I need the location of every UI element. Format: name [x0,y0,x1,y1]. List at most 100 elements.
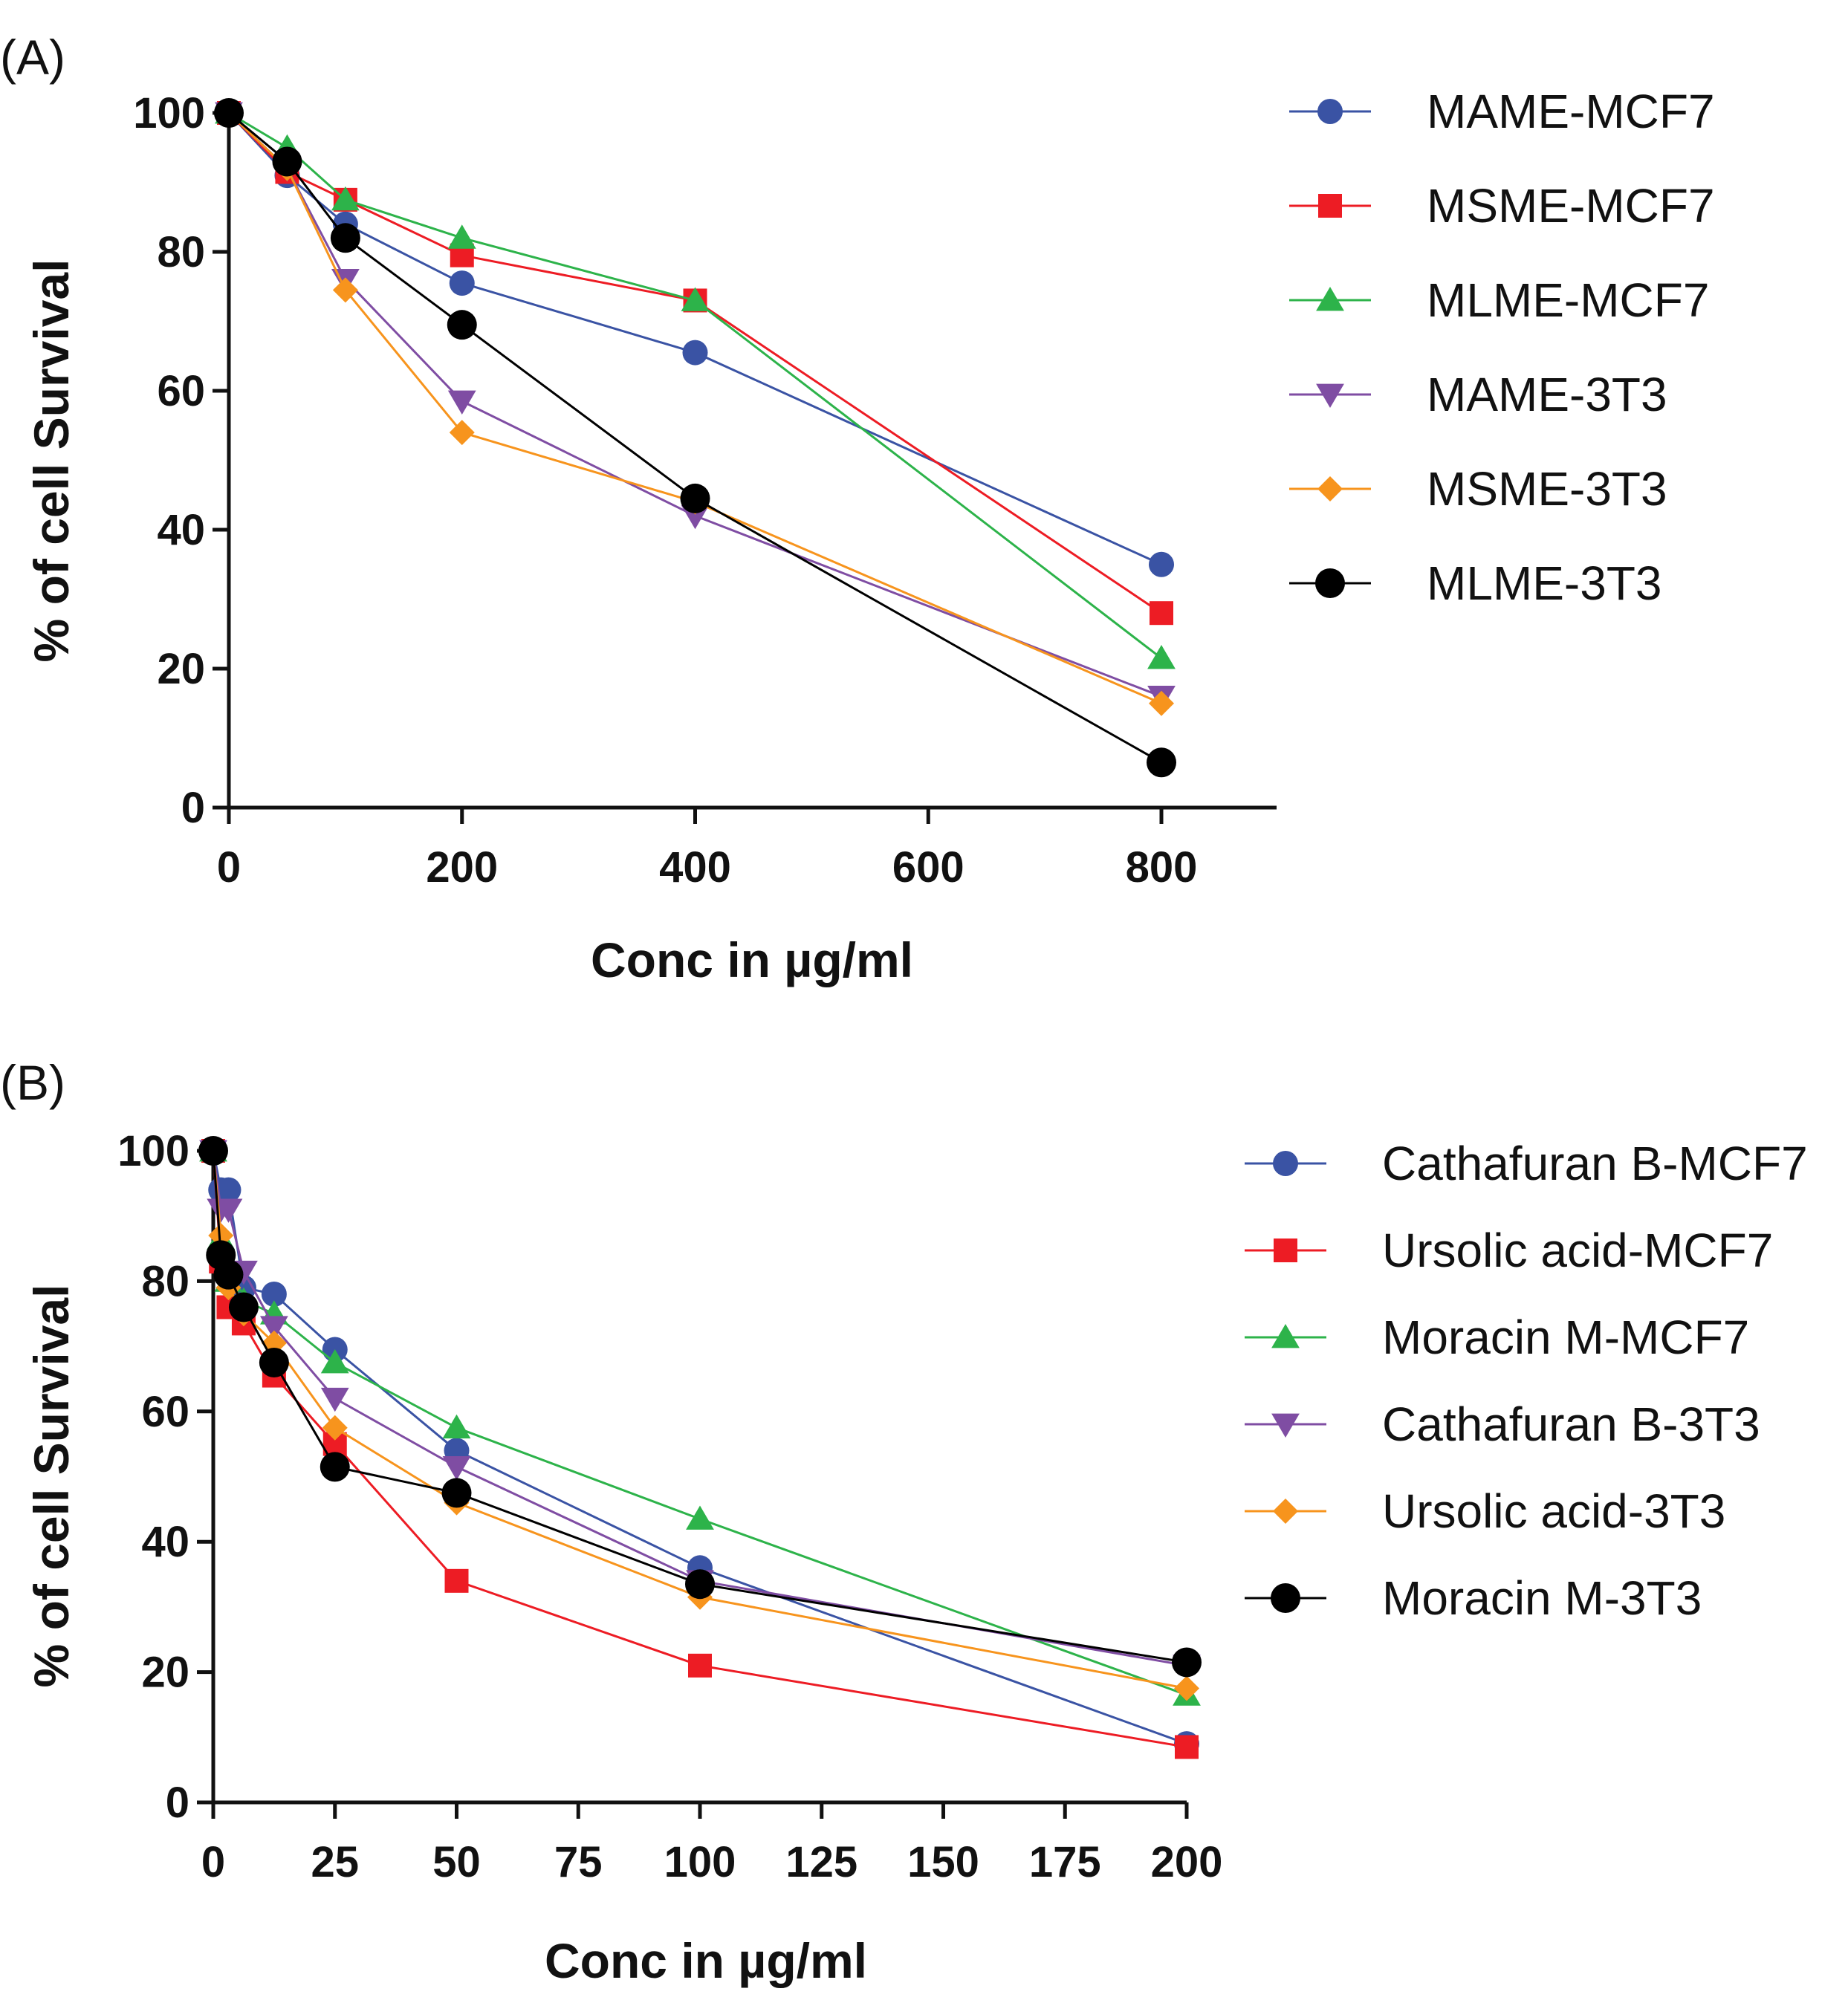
data-point-moracin-m-3t3 [441,1478,472,1508]
panel-a-series [214,98,1176,778]
data-point-moracin-m-3t3 [198,1136,228,1166]
legend-label: Cathafuran B-MCF7 [1382,1137,1808,1190]
panel-b-y-axis-title: % of cell Survival [24,1285,79,1688]
panel-b-series-moracin-m-3t3 [198,1136,1202,1678]
legend-marker [1271,1583,1300,1613]
data-point-mlme-mcf7 [1147,644,1176,669]
legend-marker [1316,383,1344,408]
legend-label: Cathafuran B-3T3 [1382,1397,1760,1451]
legend-item-ursolic-acid-mcf7: Ursolic acid-MCF7 [1245,1224,1773,1277]
data-point-moracin-m-mcf7 [320,1349,349,1374]
data-point-moracin-m-3t3 [685,1569,715,1600]
panel-b-legend: Cathafuran B-MCF7 Ursolic acid-MCF7 Moraci… [1245,1137,1808,1625]
panel-b-x-tick-label: 150 [907,1838,979,1886]
panel-a-x-tick-label: 600 [892,843,964,892]
data-point-mlme-3t3 [214,98,244,128]
data-point-msme-3t3 [1149,690,1174,716]
panel-a-legend: MAME-MCF7 MSME-MCF7 MLME-MCF7 MAME-3T3 MSME-… [1289,85,1715,610]
legend-item-mame-3t3: MAME-3T3 [1289,368,1667,421]
data-point-ursolic-acid-3t3 [322,1415,348,1441]
legend-label: MLME-3T3 [1427,556,1662,610]
panel-b-x-tick-label: 175 [1029,1838,1101,1886]
panel-a-x-tick-label: 200 [426,843,498,892]
panel-b-series [198,1136,1202,1759]
legend-marker [1315,568,1345,598]
legend-item-cathafuran-b-mcf7: Cathafuran B-MCF7 [1245,1137,1808,1190]
panel-a-x-tick-label: 800 [1126,843,1198,892]
legend-label: Ursolic acid-3T3 [1382,1484,1725,1538]
data-point-mlme-mcf7 [447,224,476,249]
data-point-cathafuran-b-3t3 [259,1316,288,1340]
panel-b-x-tick-label: 50 [432,1838,481,1886]
data-point-mame-mcf7 [682,340,708,366]
legend-label: MSME-3T3 [1427,462,1667,516]
panel-a-y-tick-label: 80 [157,228,205,276]
panel-a-y-tick-label: 60 [157,367,205,415]
data-point-mame-mcf7 [1149,551,1174,577]
data-point-moracin-m-mcf7 [442,1414,471,1439]
legend-item-msme-3t3: MSME-3T3 [1289,462,1667,516]
legend-label: Ursolic acid-MCF7 [1382,1224,1773,1277]
panel-b-y-tick-label: 60 [141,1388,189,1436]
panel-a-y-tick-label: 20 [157,645,205,693]
data-point-mlme-3t3 [680,483,710,513]
panel-b-series-moracin-m-mcf7 [199,1137,1201,1706]
panel-a-y-axis-title: % of cell Survival [24,259,79,663]
panel-b-y-tick-label: 0 [166,1779,189,1827]
panel-b-x-tick-label: 100 [664,1838,736,1886]
legend-label: MSME-MCF7 [1427,179,1715,233]
legend-marker [1318,194,1342,218]
data-point-cathafuran-b-3t3 [214,1198,243,1223]
panel-b-y-tick-label: 40 [141,1518,189,1566]
legend-item-ursolic-acid-3t3: Ursolic acid-3T3 [1245,1484,1725,1538]
panel-a-series-mlme-3t3 [214,98,1176,778]
legend-item-mlme-mcf7: MLME-MCF7 [1289,273,1709,327]
data-point-moracin-m-3t3 [213,1259,244,1290]
panel-b-x-tick-label: 25 [311,1838,359,1886]
data-point-mlme-3t3 [1147,747,1176,778]
panel-b-x-tick-label: 125 [785,1838,857,1886]
legend-marker [1317,476,1343,501]
data-point-msme-3t3 [332,277,358,303]
legend-label: MAME-3T3 [1427,368,1667,421]
panel-b-series-ursolic-acid-mcf7 [201,1139,1199,1759]
legend-label: MLME-MCF7 [1427,273,1709,327]
legend-item-mlme-3t3: MLME-3T3 [1289,556,1662,610]
legend-item-cathafuran-b-3t3: Cathafuran B-3T3 [1245,1397,1760,1451]
legend-item-msme-mcf7: MSME-MCF7 [1289,179,1715,233]
data-point-mlme-mcf7 [331,186,360,211]
panel-b-ticks: 0 20 40 60 80 100 0 25 50 75 100 125 150 175 200 [117,1127,1222,1886]
legend-marker [1316,287,1344,311]
data-point-mlme-3t3 [330,223,360,253]
panel-b-label: (B) [0,1055,65,1110]
data-point-mame-mcf7 [449,270,475,296]
legend-marker [1273,1499,1298,1524]
data-point-mlme-3t3 [272,146,302,177]
series-line-msme-3t3 [227,111,1162,705]
data-point-moracin-m-mcf7 [686,1505,714,1530]
series-line-moracin-m-mcf7 [212,1150,1187,1696]
legend-label: Moracin M-MCF7 [1382,1311,1749,1364]
data-point-ursolic-acid-mcf7 [1175,1735,1199,1759]
data-point-ursolic-acid-3t3 [1174,1675,1199,1701]
panel-a-x-tick-label: 0 [217,843,241,892]
data-point-mame-3t3 [447,390,476,415]
data-point-cathafuran-b-mcf7 [215,1177,241,1203]
legend-marker [1271,1413,1300,1438]
legend-item-moracin-m-3t3: Moracin M-3T3 [1245,1571,1702,1625]
panel-a-ticks: 0 20 40 60 80 100 0 200 400 600 800 [133,89,1197,892]
panel-b: (B) 0 20 40 60 80 100 0 25 50 75 100 125 150 175 200 C… [0,1055,1808,1988]
legend-marker [1271,1324,1300,1348]
panel-a-series-mame-3t3 [215,102,1176,710]
data-point-cathafuran-b-3t3 [320,1387,349,1412]
panel-b-x-axis-title: Conc in µg/ml [545,1933,867,1988]
series-line-mlme-mcf7 [228,111,1162,660]
legend-label: Moracin M-3T3 [1382,1571,1702,1625]
panel-b-x-tick-label: 75 [554,1838,603,1886]
legend-marker [1274,1239,1297,1262]
data-point-cathafuran-b-3t3 [442,1455,471,1481]
panel-a: (A) 0 20 40 60 80 100 0 200 400 600 800 Conc in µg… [0,30,1715,987]
data-point-mlme-3t3 [447,310,477,340]
data-point-msme-3t3 [449,420,475,446]
